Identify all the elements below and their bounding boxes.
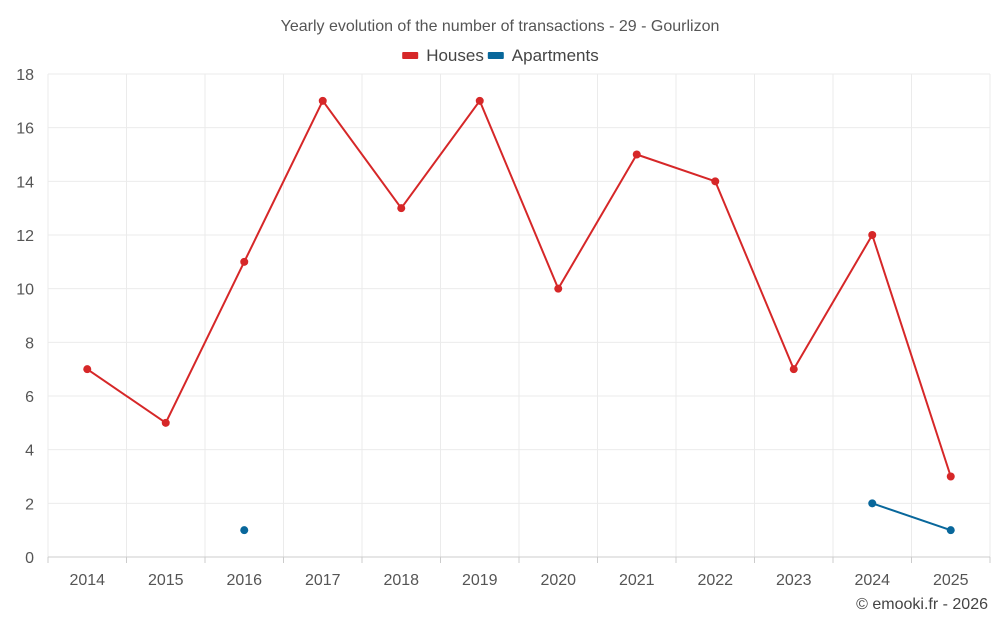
houses-line-segment xyxy=(792,234,874,371)
houses-point[interactable] xyxy=(397,204,406,213)
houses-point[interactable] xyxy=(318,96,327,105)
houses-line-segment xyxy=(635,153,717,183)
houses-line-segment xyxy=(321,99,403,210)
y-tick-label: 18 xyxy=(16,67,34,84)
houses-point[interactable] xyxy=(632,150,641,159)
y-tick-label: 0 xyxy=(25,550,34,567)
x-tick-label: 2018 xyxy=(383,572,419,589)
houses-line-segment xyxy=(86,368,167,424)
houses-line-segment xyxy=(164,260,246,424)
y-tick-label: 14 xyxy=(16,174,34,191)
houses-line-segment xyxy=(478,99,560,290)
legend-swatch xyxy=(402,52,419,59)
series-apartments xyxy=(240,499,955,535)
legend-item-apartments[interactable]: Apartments xyxy=(487,46,599,65)
x-tick-label: 2021 xyxy=(619,572,655,589)
series-layer xyxy=(83,96,955,535)
x-tick-label: 2023 xyxy=(776,572,812,589)
y-tick-label: 10 xyxy=(16,282,34,299)
y-tick-label: 12 xyxy=(16,228,34,245)
houses-point[interactable] xyxy=(789,365,798,374)
x-tick-label: 2014 xyxy=(69,572,105,589)
y-tick-label: 6 xyxy=(25,389,34,406)
houses-point[interactable] xyxy=(946,472,955,481)
x-tick-label: 2020 xyxy=(540,572,576,589)
x-tick-label: 2017 xyxy=(305,572,341,589)
x-tick-label: 2016 xyxy=(226,572,262,589)
legend-item-houses[interactable]: Houses xyxy=(402,46,484,65)
x-tick-label: 2015 xyxy=(148,572,184,589)
chart-title: Yearly evolution of the number of transa… xyxy=(281,18,720,35)
legend-swatch xyxy=(487,52,504,59)
x-tick-label: 2024 xyxy=(854,572,890,589)
y-tick-label: 4 xyxy=(25,443,34,460)
y-tick-label: 8 xyxy=(25,335,34,352)
y-tick-label: 2 xyxy=(25,496,34,513)
houses-line-segment xyxy=(714,180,795,371)
houses-point[interactable] xyxy=(240,257,249,266)
gridlines xyxy=(47,73,991,557)
houses-line-segment xyxy=(557,153,638,290)
houses-line-segment xyxy=(243,99,324,263)
legend-label: Houses xyxy=(426,46,484,65)
apartments-point[interactable] xyxy=(240,526,249,535)
legend: Houses Apartments xyxy=(402,46,599,65)
x-tick-label: 2019 xyxy=(462,572,498,589)
y-tick-label: 16 xyxy=(16,121,34,138)
x-tick-label: 2022 xyxy=(697,572,733,589)
houses-point[interactable] xyxy=(83,365,92,374)
x-tick-label: 2025 xyxy=(933,572,969,589)
credit-text: © emooki.fr - 2026 xyxy=(856,596,988,613)
apartments-line-segment xyxy=(871,502,952,532)
apartments-point[interactable] xyxy=(868,499,877,508)
legend-label: Apartments xyxy=(512,46,599,65)
series-houses xyxy=(83,96,955,481)
apartments-point[interactable] xyxy=(946,526,955,535)
houses-line-segment xyxy=(400,99,481,210)
houses-point[interactable] xyxy=(161,418,170,427)
houses-line-segment xyxy=(871,234,952,478)
houses-point[interactable] xyxy=(475,96,484,105)
axes: 0 2 4 6 8 10 12 14 16 18 2014 2015 2016 2017 2018 2019 2… xyxy=(16,67,991,589)
houses-point[interactable] xyxy=(554,284,563,293)
houses-point[interactable] xyxy=(868,231,877,239)
houses-point[interactable] xyxy=(711,177,720,186)
